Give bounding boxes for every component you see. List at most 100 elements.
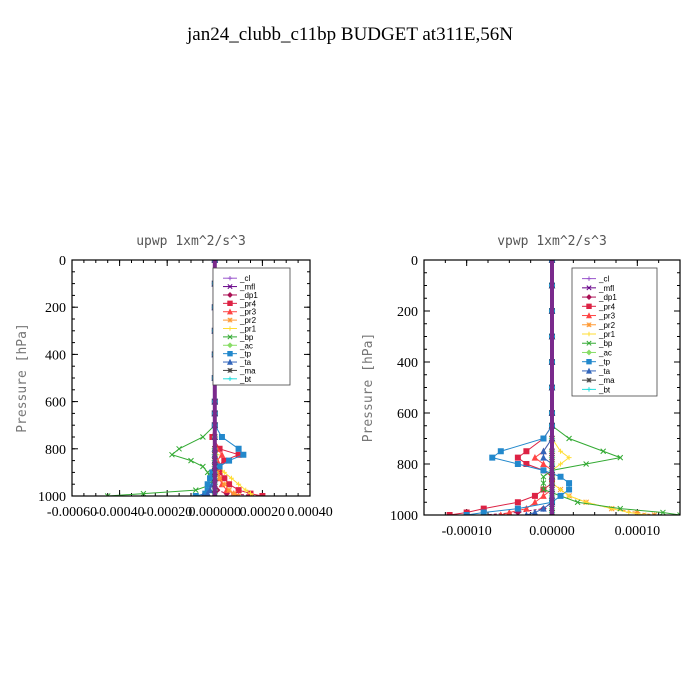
panel-title: upwp 1xm^2/s^3: [136, 234, 246, 249]
y-tick-label: 1000: [390, 509, 418, 524]
y-tick-label: 600: [397, 407, 418, 422]
series-point-bp: [176, 445, 182, 452]
x-tick-label: -0.00020: [142, 505, 192, 520]
legend: _cl_mfl_dp1_pr4_pr3_pr2_pr1_bp_ac_tp_ta_…: [212, 267, 291, 386]
legend: _cl_mfl_dp1_pr4_pr3_pr2_pr1_bp_ac_tp_ta_…: [571, 267, 658, 397]
legend-swatch-marker: [586, 377, 592, 383]
series-point-pr4: [221, 475, 228, 482]
legend-label: _tp: [239, 350, 252, 359]
plot-area: [446, 260, 680, 515]
series-point-tp: [240, 451, 247, 458]
series-point-bp: [617, 454, 624, 461]
legend-swatch-marker: [586, 303, 592, 310]
series-point-pr1: [558, 448, 564, 454]
series-point-pr3: [218, 451, 226, 458]
x-tick-label: 0.000000: [189, 505, 242, 520]
series-point-pr1: [558, 487, 564, 492]
legend-label: _bt: [239, 375, 252, 384]
y-tick-label: 200: [397, 305, 418, 320]
series-point-pr4: [446, 512, 453, 515]
series-point-tp: [514, 461, 521, 467]
series-point-pr4: [259, 493, 266, 496]
series-point-tp: [216, 463, 223, 470]
y-tick-label: 0: [59, 254, 66, 269]
legend-swatch-marker: [586, 294, 592, 300]
series-point-bp: [583, 461, 589, 467]
x-tick-label: 0.00020: [240, 505, 286, 520]
series-point-bp: [140, 490, 147, 496]
series-point-tp: [226, 457, 233, 464]
series-point-pr4: [523, 448, 530, 455]
series-point-bp: [200, 463, 206, 470]
plot-frame: [423, 259, 681, 516]
legend-label: _pr1: [239, 325, 257, 334]
legend-swatch-marker: [586, 285, 592, 291]
legend-swatch-marker: [227, 342, 233, 349]
x-tick-label: 0.00040: [287, 505, 333, 520]
y-tick-label: 600: [45, 396, 66, 411]
legend-label: _pr4: [598, 302, 616, 311]
legend-label: _pr4: [239, 299, 257, 308]
legend-swatch-marker: [226, 308, 234, 315]
legend-swatch-marker: [227, 350, 233, 357]
legend-swatch-marker: [227, 317, 233, 323]
series-point-pr1: [248, 491, 253, 496]
y-tick-label: 400: [397, 356, 418, 371]
series-point-ta: [540, 447, 547, 455]
series-point-pr2: [216, 475, 223, 482]
series-point-pr1: [626, 509, 632, 515]
x-tick-label: 0.00010: [615, 524, 661, 539]
series-point-bp: [660, 509, 666, 515]
series-point-tp: [540, 467, 547, 474]
legend-label: _ma: [598, 376, 615, 385]
series-point-pr1: [221, 469, 227, 475]
legend-label: _pr3: [598, 312, 616, 321]
series-point-pr1: [566, 493, 572, 499]
series-point-pr3: [531, 498, 539, 506]
series-point-tp: [557, 473, 564, 480]
legend-label: _pr3: [239, 308, 257, 317]
legend-swatch-marker: [586, 340, 592, 346]
series-point-bp: [204, 469, 211, 476]
series-point-tp: [218, 434, 225, 440]
series-point-tp: [204, 481, 211, 488]
series-point-ta: [201, 492, 205, 496]
series-point-bp: [188, 457, 194, 464]
legend-swatch-marker: [227, 376, 233, 382]
series-point-ta: [540, 454, 547, 461]
series-point-bp: [200, 434, 206, 440]
series-point-tp: [207, 475, 214, 482]
series-point-bp: [192, 487, 199, 493]
series-point-tp: [557, 492, 564, 499]
legend-label: _ac: [598, 348, 612, 357]
series-point-tp: [463, 512, 470, 515]
series-point-pr1: [243, 487, 249, 493]
series-point-pr1: [250, 493, 256, 496]
legend-label: _pr2: [598, 321, 616, 330]
legend-swatch-marker: [227, 300, 233, 307]
legend-label: _bt: [598, 385, 611, 394]
series-point-pr2: [230, 490, 237, 496]
series-point-pr1: [236, 481, 242, 487]
legend-label: _ta: [239, 358, 252, 367]
series-point-bp: [540, 486, 547, 493]
series-point-tp: [480, 509, 487, 515]
series-point-pr4: [514, 499, 521, 506]
legend-swatch-marker: [585, 312, 593, 319]
series-point-tp: [192, 493, 199, 496]
series-point-pr1: [643, 512, 649, 515]
figure-title: jan24_clubb_c11bp BUDGET at311E,56N: [186, 24, 513, 45]
series-point-ta: [204, 490, 211, 496]
upwp-panel: upwp 1xm^2/s^3 Pressure [hPa] 0 200 400 600 80…: [15, 234, 333, 520]
legend-label: _cl: [239, 274, 250, 283]
series-point-ta: [540, 505, 547, 512]
y-tick-label: 800: [45, 443, 66, 458]
series-point-pr4: [235, 487, 242, 494]
legend-swatch-marker: [227, 326, 233, 331]
series-point-pr1: [558, 461, 564, 467]
legend-label: _dp1: [239, 291, 258, 300]
x-tick-label: 0.00000: [529, 524, 575, 539]
legend-swatch-marker: [586, 331, 592, 337]
series-point-ta: [524, 511, 529, 515]
